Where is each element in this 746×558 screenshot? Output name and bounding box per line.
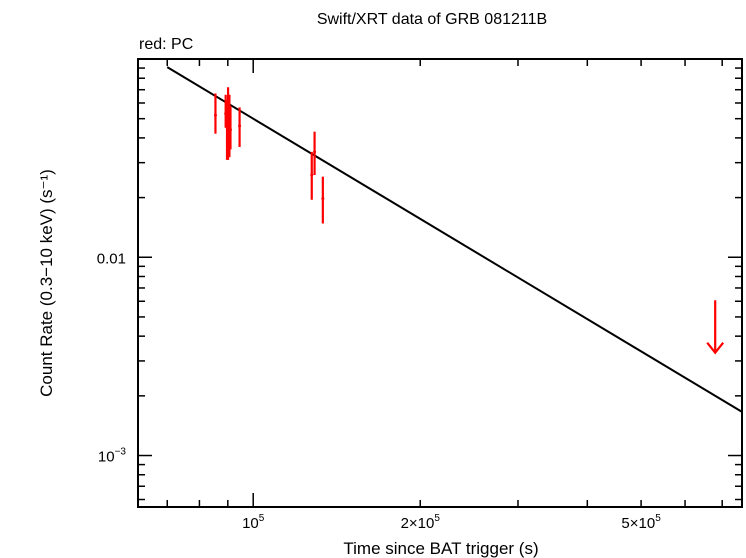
point-marker bbox=[310, 173, 314, 177]
y-tick-label: 0.01 bbox=[97, 250, 126, 267]
data-point bbox=[310, 151, 314, 200]
point-marker bbox=[238, 124, 242, 128]
plot-frame bbox=[137, 58, 743, 508]
model-line bbox=[166, 66, 743, 413]
x-tick-label: 5×105 bbox=[621, 513, 661, 532]
model-fit bbox=[166, 66, 743, 413]
data-point bbox=[228, 105, 232, 150]
point-marker bbox=[321, 196, 325, 200]
y-tick-label: 10−3 bbox=[98, 447, 127, 466]
x-tick-label: 2×105 bbox=[401, 513, 441, 532]
data-points bbox=[213, 87, 725, 355]
chart-title: Swift/XRT data of GRB 081211B bbox=[317, 11, 547, 28]
point-marker bbox=[213, 113, 217, 117]
chart-subtitle: red: PC bbox=[139, 36, 193, 53]
x-tick-label: 105 bbox=[242, 513, 265, 532]
point-marker bbox=[228, 128, 232, 132]
data-point bbox=[238, 107, 242, 147]
data-point bbox=[313, 131, 317, 175]
upper-limit bbox=[706, 300, 725, 355]
axis-tick-labels: 105 2×105 5×105 0.01 10−3 bbox=[97, 250, 661, 532]
axis-ticks bbox=[138, 58, 742, 507]
data-point bbox=[321, 176, 325, 224]
data-point bbox=[213, 93, 217, 134]
y-axis-label: Count Rate (0.3−10 keV) (s⁻¹) bbox=[37, 169, 56, 397]
upper-limit-arrowhead bbox=[706, 342, 725, 355]
x-axis-label: Time since BAT trigger (s) bbox=[343, 539, 538, 558]
point-marker bbox=[313, 150, 317, 154]
